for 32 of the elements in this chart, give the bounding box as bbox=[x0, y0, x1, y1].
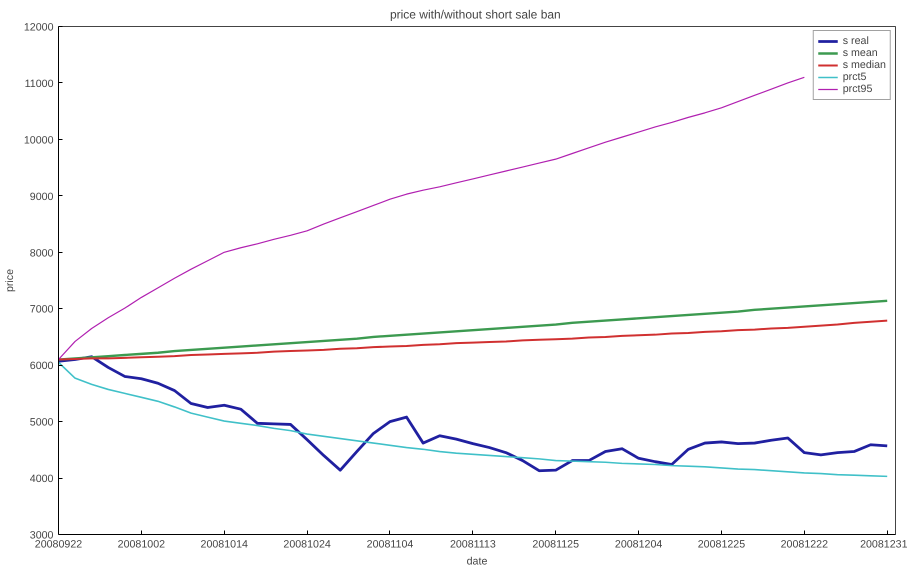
x-tick-label: 20081014 bbox=[200, 538, 248, 550]
y-tick-label: 4000 bbox=[30, 473, 54, 486]
legend-label: s median bbox=[842, 59, 886, 71]
y-tick-label: 12000 bbox=[24, 22, 54, 34]
x-tick-label: 20081225 bbox=[698, 538, 746, 550]
x-tick-label: 20081113 bbox=[450, 538, 496, 550]
x-tick-label: 20081125 bbox=[532, 538, 580, 550]
y-tick-label: 8000 bbox=[30, 247, 54, 260]
y-tick-label: 11000 bbox=[24, 78, 54, 90]
y-tick-label: 3000 bbox=[30, 530, 54, 542]
x-tick-label: 20081104 bbox=[366, 538, 414, 550]
line-series bbox=[58, 320, 888, 361]
y-tick-label: 9000 bbox=[30, 190, 54, 203]
legend-label: prct5 bbox=[842, 71, 866, 83]
line-series bbox=[58, 300, 888, 361]
x-tick-label: 20081002 bbox=[118, 538, 166, 550]
legend-label: s mean bbox=[842, 47, 878, 59]
x-tick-label: 20081204 bbox=[614, 538, 662, 550]
x-axis-title: date bbox=[466, 556, 488, 568]
chart-title: price with/without short sale ban bbox=[390, 8, 561, 22]
x-tick-label: 20081222 bbox=[780, 538, 828, 550]
y-axis-title: price bbox=[4, 268, 16, 292]
x-tick-label: 20080922 bbox=[34, 538, 82, 550]
legend-label: s real bbox=[842, 35, 869, 47]
x-tick-label: 20081231 bbox=[860, 538, 907, 550]
line-series bbox=[58, 76, 805, 360]
y-tick-label: 10000 bbox=[24, 134, 54, 146]
y-tick-label: 6000 bbox=[30, 360, 54, 372]
legend-label: prct95 bbox=[842, 83, 872, 95]
x-tick-label: 20081024 bbox=[283, 538, 331, 550]
y-tick-label: 7000 bbox=[30, 304, 54, 316]
y-tick-label: 5000 bbox=[30, 416, 54, 429]
